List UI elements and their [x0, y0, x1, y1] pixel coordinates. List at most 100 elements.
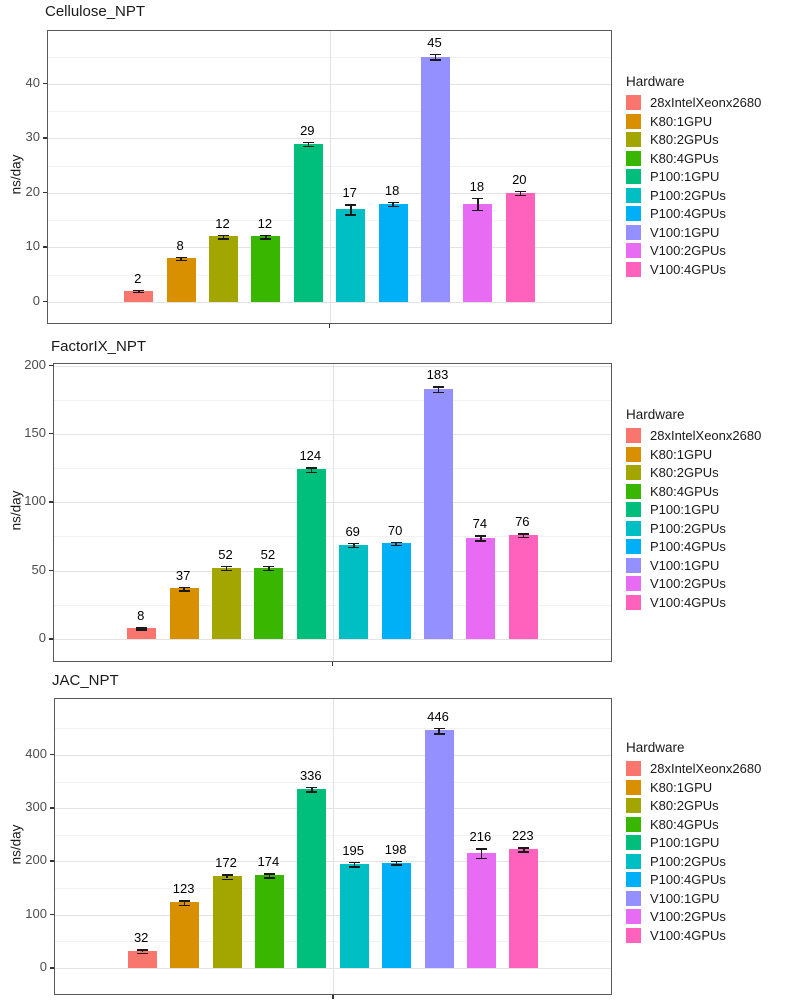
- error-bar-cap: [306, 786, 318, 789]
- y-tick-label: 30: [25, 129, 40, 145]
- bar-K80:2GPUs: [212, 876, 242, 968]
- bar-value-label: 69: [345, 523, 360, 539]
- error-bar-cap: [348, 861, 360, 864]
- plot-panel: [47, 30, 612, 324]
- error-bar-cap: [475, 540, 487, 542]
- legend-key-swatch: [626, 539, 641, 554]
- error-bar-cap: [348, 546, 360, 549]
- bar-V100:4GPUs: [505, 192, 535, 302]
- bar-P100:1GPU: [293, 143, 323, 302]
- error-bar-cap: [518, 851, 530, 853]
- error-bar: [225, 565, 228, 570]
- bar-value-label: 174: [257, 854, 280, 870]
- chart-cellulose-npt: Cellulose_NPT ns/day Hardware 28xIntelXe…: [0, 0, 800, 333]
- error-bar-cap: [136, 627, 148, 629]
- error-bar-cap: [221, 569, 232, 572]
- bar-value-label: 18: [469, 178, 485, 194]
- legend-item-label: V100:4GPUs: [650, 594, 726, 610]
- bar-K80:2GPUs: [209, 236, 238, 302]
- legend-title: Hardware: [626, 407, 685, 422]
- error-bar: [353, 542, 355, 547]
- bar-value-label: 18: [384, 182, 400, 198]
- error-bar: [183, 586, 185, 591]
- chart-title: FactorIX_NPT: [51, 338, 147, 355]
- grid-major-vline: [332, 364, 334, 661]
- legend-key-swatch: [626, 150, 641, 166]
- grid-major-vline: [333, 699, 334, 994]
- bar-value-label: 45: [427, 34, 442, 50]
- y-tick-mark: [50, 753, 54, 756]
- legend-title: Hardware: [626, 740, 685, 755]
- error-bar: [438, 727, 440, 733]
- legend-key-swatch: [626, 853, 641, 869]
- error-bar-cap: [263, 877, 275, 879]
- error-bar: [350, 204, 352, 214]
- error-bar: [180, 256, 182, 260]
- bar-value-label: 37: [175, 567, 191, 583]
- y-tick-label: 0: [38, 630, 46, 645]
- y-tick-mark: [43, 82, 47, 85]
- bar-value-label: 17: [342, 185, 357, 201]
- error-bar-cap: [345, 214, 357, 216]
- error-bar-cap: [433, 733, 445, 735]
- error-bar-cap: [302, 141, 314, 144]
- bar-value-label: 446: [427, 708, 449, 724]
- error-bar: [311, 786, 313, 792]
- bar-V100:1GPU: [421, 56, 450, 302]
- error-bar-cap: [263, 873, 275, 875]
- bar-V100:2GPUs: [466, 852, 496, 968]
- bar-28xIntelXeonx2680: [127, 950, 157, 968]
- error-bar-cap: [133, 289, 145, 292]
- y-tick-label: 0: [39, 959, 47, 974]
- chart-title: JAC_NPT: [52, 672, 119, 689]
- error-bar-cap: [175, 256, 187, 258]
- error-bar: [226, 874, 228, 879]
- bar-value-label: 76: [515, 514, 530, 530]
- bar-K80:1GPU: [170, 902, 200, 968]
- bar-value-label: 12: [257, 215, 273, 231]
- error-bar-cap: [472, 209, 484, 212]
- legend-key-swatch: [626, 557, 641, 573]
- legend-item-label: P100:4GPUs: [650, 539, 726, 554]
- bar-value-label: 223: [511, 828, 534, 843]
- error-bar-cap: [179, 904, 191, 907]
- bar-V100:4GPUs: [508, 535, 538, 639]
- error-bar: [395, 541, 397, 545]
- error-bar-cap: [179, 900, 191, 902]
- error-bar-cap: [472, 197, 484, 200]
- bar-value-label: 2: [134, 270, 142, 286]
- error-bar-cap: [433, 727, 445, 730]
- bar-value-label: 172: [215, 855, 237, 871]
- x-tick-mark: [332, 995, 334, 999]
- y-tick-mark: [43, 300, 47, 303]
- error-bar-cap: [136, 952, 148, 954]
- legend-key-swatch: [626, 927, 641, 943]
- error-bar-cap: [221, 874, 233, 876]
- error-bar-cap: [218, 234, 229, 236]
- error-bar: [437, 386, 440, 392]
- legend-item-label: V100:2GPUs: [650, 909, 726, 924]
- y-tick-label: 150: [24, 424, 46, 440]
- error-bar-cap: [305, 467, 317, 469]
- legend-item-label: P100:1GPU: [650, 835, 720, 850]
- bar-value-label: 32: [133, 930, 149, 946]
- x-tick-mark: [331, 662, 333, 666]
- error-bar-cap: [221, 565, 232, 568]
- error-bar-cap: [518, 847, 530, 849]
- legend-key-swatch: [626, 132, 641, 147]
- error-bar-cap: [387, 201, 399, 203]
- error-bar-cap: [345, 204, 357, 206]
- error-bar: [222, 234, 225, 239]
- error-bar-cap: [218, 238, 229, 240]
- legend-item-label: V100:1GPU: [650, 224, 720, 240]
- y-axis-title: ns/day: [8, 154, 24, 195]
- error-bar: [392, 201, 394, 206]
- legend-item-label: K80:4GPUs: [650, 816, 719, 832]
- legend-item-label: V100:1GPU: [650, 557, 720, 573]
- bar-value-label: 195: [342, 842, 365, 858]
- error-bar-cap: [306, 791, 318, 793]
- bar-K80:4GPUs: [254, 875, 284, 968]
- legend-item-label: P100:2GPUs: [650, 853, 726, 869]
- error-bar-cap: [517, 536, 529, 539]
- legend-item-label: K80:2GPUs: [650, 465, 719, 480]
